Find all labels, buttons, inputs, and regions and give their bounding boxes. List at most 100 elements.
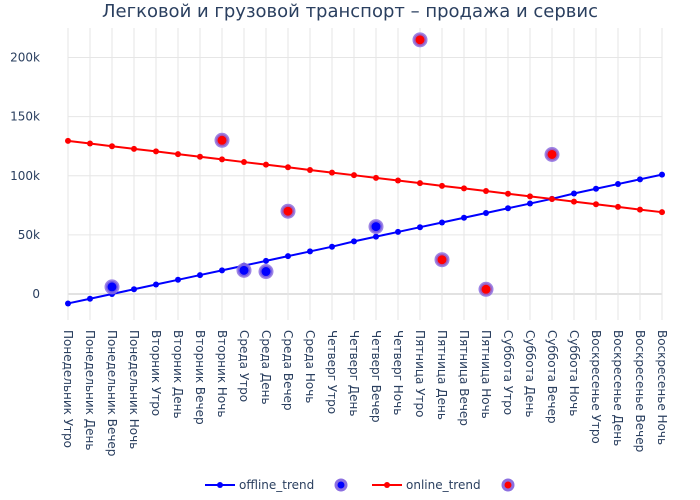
data-point: [329, 169, 335, 176]
data-point: [219, 267, 225, 274]
data-point: [395, 228, 401, 235]
x-tick-label: Среда Вечер: [281, 330, 295, 411]
data-point: [527, 193, 533, 200]
data-point: [659, 209, 665, 216]
x-tick-label: Вторник Ночь: [215, 330, 229, 417]
x-tick-label: Суббота Утро: [501, 330, 515, 415]
legend: offline_trend online_trend: [205, 478, 515, 492]
data-point: [417, 224, 423, 231]
x-tick-label: Среда День: [259, 330, 273, 405]
data-point: [219, 156, 225, 163]
series-markers-1: [104, 219, 384, 295]
data-point: [373, 233, 379, 240]
series-layer: [65, 32, 665, 307]
y-axis-ticks: 0 50k 100k 150k 200k: [10, 51, 40, 301]
legend-item[interactable]: online_trend: [372, 478, 481, 492]
data-point: [373, 174, 379, 181]
x-tick-label: Суббота Ночь: [567, 330, 581, 416]
x-tick-label: Четверг День: [347, 330, 361, 416]
x-tick-label: Среда Ночь: [303, 330, 317, 403]
data-point: [263, 257, 269, 264]
x-tick-label: Четверг Ночь: [391, 330, 405, 415]
legend-item[interactable]: [334, 478, 348, 492]
data-point: [131, 286, 137, 293]
data-point: [329, 243, 335, 250]
y-tick-label: 200k: [10, 51, 40, 65]
data-point-marker: [544, 146, 560, 162]
data-point: [153, 148, 159, 155]
legend-label: offline_trend: [239, 478, 314, 492]
data-point-marker: [478, 281, 494, 297]
data-point: [505, 190, 511, 197]
data-point: [351, 238, 357, 245]
chart-title: Легковой и грузовой транспорт – продажа …: [102, 1, 598, 22]
x-tick-label: Суббота День: [523, 330, 537, 417]
legend-label: online_trend: [406, 478, 481, 492]
data-point: [65, 300, 71, 307]
y-tick-label: 100k: [10, 169, 40, 183]
y-tick-label: 0: [32, 287, 40, 301]
legend-marker-swatch: [501, 478, 515, 492]
data-point: [593, 201, 599, 208]
x-tick-label: Понедельник Утро: [61, 330, 75, 448]
data-point-marker: [214, 132, 230, 148]
data-point: [197, 153, 203, 160]
x-tick-label: Четверг Утро: [325, 330, 339, 414]
x-tick-label: Среда Утро: [237, 330, 251, 402]
data-point: [109, 143, 115, 150]
series-offline_trend: [65, 171, 665, 307]
data-point: [439, 219, 445, 226]
data-point: [87, 140, 93, 147]
series-online_trend: [65, 137, 665, 216]
x-tick-label: Понедельник День: [83, 330, 97, 450]
grid-layer: [67, 28, 663, 320]
data-point: [571, 190, 577, 197]
data-point: [527, 200, 533, 207]
data-point: [65, 137, 71, 144]
x-tick-label: Воскресенье Утро: [589, 330, 603, 444]
data-point: [439, 182, 445, 189]
data-point: [571, 198, 577, 205]
x-tick-label: Воскресенье Вечер: [633, 330, 647, 452]
x-tick-label: Пятница Ночь: [479, 330, 493, 419]
data-point-marker: [434, 252, 450, 268]
data-point-marker: [236, 262, 252, 278]
x-tick-label: Пятница День: [435, 330, 449, 420]
series-line: [67, 139, 663, 214]
data-point-marker: [258, 264, 274, 280]
data-point: [549, 195, 555, 202]
data-point: [483, 188, 489, 195]
legend-item[interactable]: [501, 478, 515, 492]
legend-item[interactable]: offline_trend: [205, 478, 314, 492]
data-point: [483, 210, 489, 217]
data-point: [461, 214, 467, 221]
data-point: [395, 177, 401, 184]
data-point: [615, 203, 621, 210]
data-point: [593, 185, 599, 192]
x-tick-label: Вторник Утро: [149, 330, 163, 416]
x-tick-label: Пятница Вечер: [457, 330, 471, 426]
x-tick-label: Вторник День: [171, 330, 185, 419]
x-tick-label: Четверг Вечер: [369, 330, 383, 423]
data-point: [307, 166, 313, 173]
x-tick-label: Понедельник Вечер: [105, 330, 119, 456]
series-markers-3: [214, 32, 560, 297]
data-point: [285, 164, 291, 171]
data-point: [505, 205, 511, 212]
x-tick-label: Понедельник Ночь: [127, 330, 141, 449]
data-point: [131, 145, 137, 152]
data-point: [615, 181, 621, 188]
data-point: [417, 180, 423, 187]
data-point: [263, 161, 269, 168]
x-tick-label: Воскресенье Ночь: [655, 330, 669, 445]
data-point: [307, 248, 313, 255]
data-point: [241, 159, 247, 166]
x-tick-label: Суббота Вечер: [545, 330, 559, 424]
data-point: [285, 253, 291, 260]
data-point: [637, 176, 643, 183]
legend-marker-swatch: [334, 478, 348, 492]
data-point-marker: [412, 32, 428, 48]
x-tick-label: Пятница Утро: [413, 330, 427, 417]
